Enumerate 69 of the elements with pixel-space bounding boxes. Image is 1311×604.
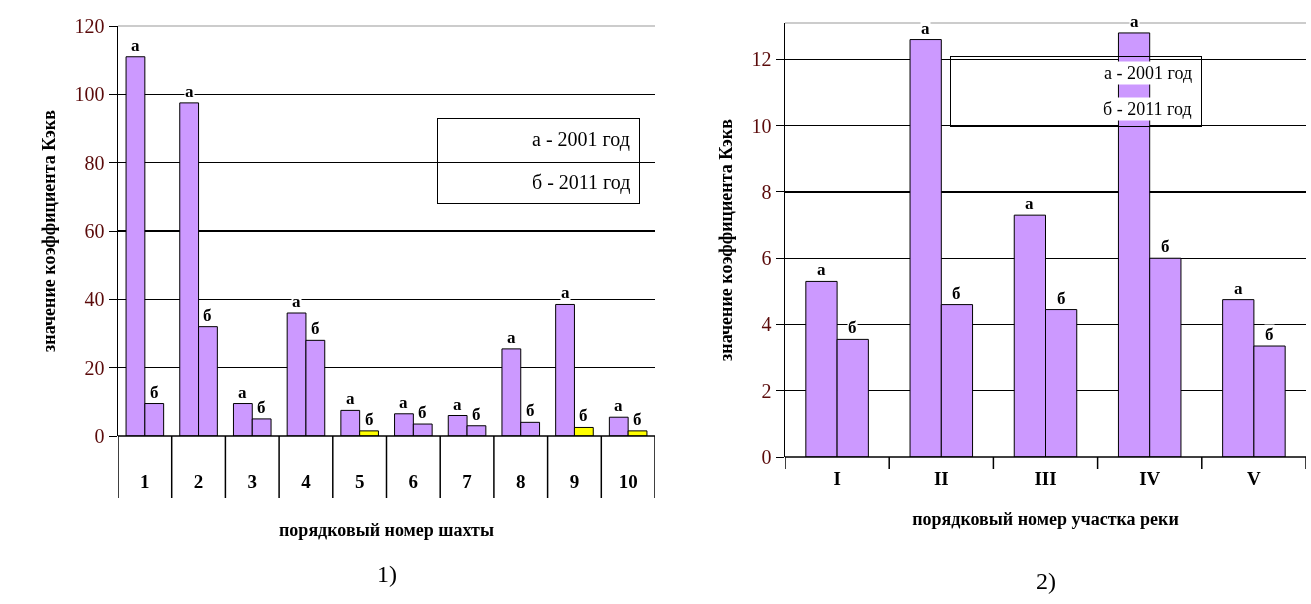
data-label: а	[1025, 194, 1034, 213]
x-tick-label: 4	[301, 471, 312, 492]
x-tick-label: 9	[569, 471, 580, 492]
y-tick-label: 12	[751, 48, 772, 71]
data-label: а	[921, 19, 930, 38]
x-tick-label: III	[1034, 468, 1057, 489]
x-tick-label: IV	[1139, 468, 1161, 489]
x-tick-label: 8	[516, 471, 526, 492]
data-label: а	[185, 82, 194, 101]
data-label: а	[131, 36, 140, 55]
y-tick-label: 6	[761, 247, 772, 270]
x-tick-label: 2	[193, 471, 204, 492]
data-label: б	[848, 318, 857, 337]
x-axis-title: порядковый номер шахты	[279, 520, 494, 541]
data-label: б	[1057, 289, 1066, 308]
data-label: б	[952, 284, 961, 303]
x-tick-label: 5	[354, 471, 365, 492]
data-label: а	[1234, 279, 1243, 298]
data-label: а	[399, 393, 408, 412]
data-label: а	[453, 395, 462, 414]
y-tick-label: 100	[74, 83, 105, 106]
x-tick-label: 3	[247, 471, 257, 492]
y-tick-label: 10	[751, 114, 772, 137]
data-label: а	[1130, 12, 1139, 31]
annotation: б - 2011 год	[1103, 99, 1192, 119]
data-label: б	[311, 319, 320, 338]
y-tick-label: 0	[761, 446, 772, 468]
x-tick-label: 10	[618, 471, 638, 492]
data-label: б	[150, 383, 159, 402]
data-label: б	[418, 403, 427, 422]
y-tick-label: 40	[84, 288, 105, 311]
x-axis-title: порядковый номер участка реки	[912, 509, 1179, 530]
data-label: а	[817, 260, 826, 279]
y-tick-label: 20	[84, 356, 105, 379]
data-label: б	[633, 410, 642, 429]
x-tick-label: I	[833, 468, 841, 489]
y-tick-label: 4	[761, 313, 772, 336]
data-label: б	[365, 410, 374, 429]
data-label: а	[292, 292, 301, 311]
y-axis-title: значение коэффициента Кэкв	[715, 118, 736, 361]
y-tick-label: 2	[761, 379, 772, 402]
data-label: б	[203, 306, 212, 325]
annotation: б - 2011 год	[532, 171, 631, 194]
data-label: б	[1161, 237, 1170, 256]
data-label: б	[1265, 325, 1274, 344]
text: 2)	[1036, 568, 1056, 594]
data-label: б	[579, 406, 588, 425]
data-label: а	[346, 389, 355, 408]
data-label: а	[238, 383, 247, 402]
y-tick-label: 120	[74, 15, 105, 37]
x-tick-label: 7	[462, 471, 473, 492]
x-tick-label: 1	[140, 471, 150, 492]
x-tick-label: II	[933, 468, 949, 489]
data-label: а	[561, 283, 570, 302]
y-tick-label: 60	[84, 220, 105, 242]
x-tick-label: V	[1247, 468, 1262, 489]
data-label: б	[472, 405, 481, 424]
data-label: б	[257, 398, 266, 417]
x-tick-label: 6	[408, 471, 419, 492]
annotation: а - 2001 год	[1104, 63, 1193, 83]
annotation: а - 2001 год	[532, 128, 630, 151]
y-tick-label: 8	[761, 180, 772, 203]
text: 1)	[377, 561, 397, 587]
data-label: а	[614, 396, 623, 415]
y-tick-label: 80	[84, 151, 105, 174]
data-label: а	[507, 328, 516, 347]
y-axis-title: значение коэффициента Кэкв	[38, 109, 59, 352]
y-tick-label: 0	[94, 425, 105, 447]
data-label: б	[526, 401, 535, 420]
